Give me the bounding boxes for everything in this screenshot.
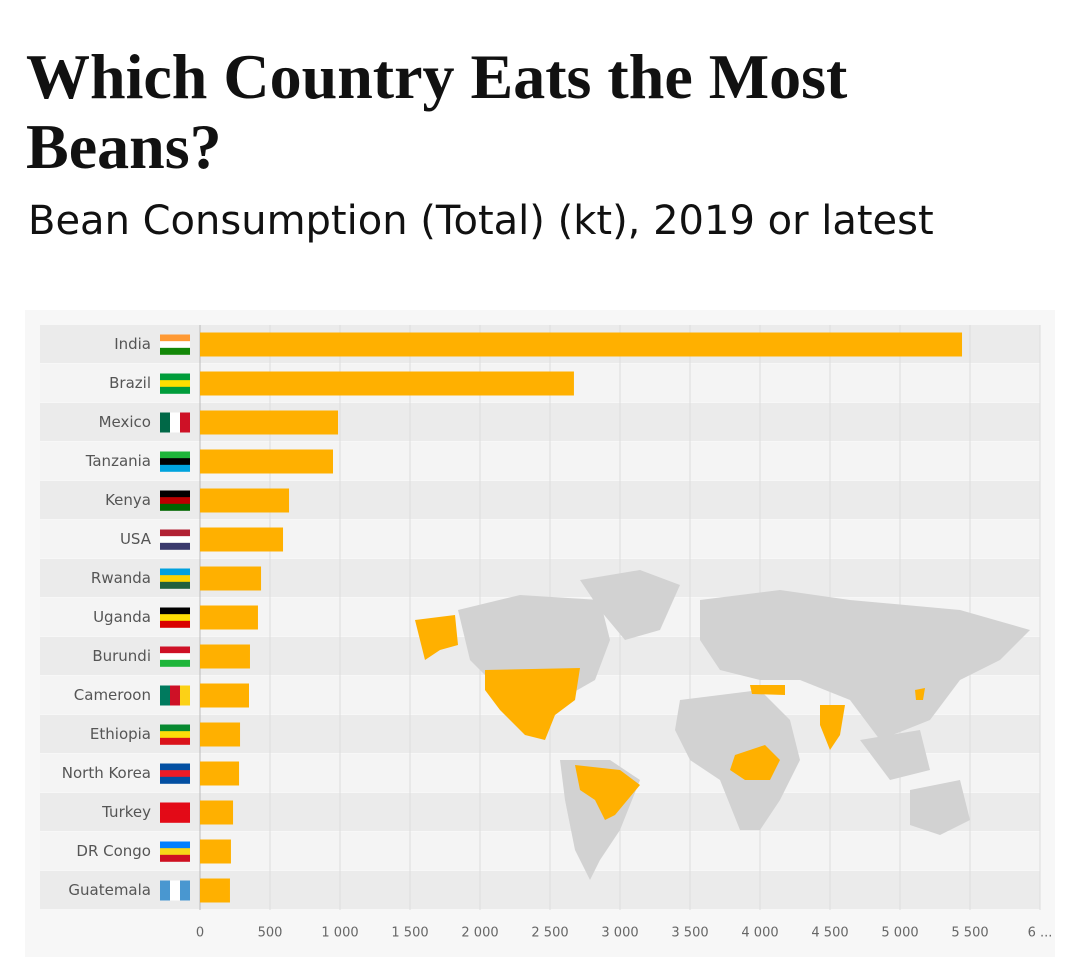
y-tick-label: USA	[120, 530, 152, 548]
flag-part	[160, 542, 190, 550]
flag-part	[160, 737, 190, 745]
bars	[200, 332, 963, 903]
flag-part	[160, 770, 190, 778]
x-tick-label: 2 000	[461, 926, 498, 941]
y-tick-label: DR Congo	[76, 842, 151, 860]
x-tick-label: 5 000	[881, 926, 918, 941]
flag-part	[160, 841, 190, 849]
flag-part	[160, 646, 190, 654]
flag-part	[170, 412, 180, 433]
flag-part	[160, 412, 170, 433]
flag-part	[160, 347, 190, 355]
x-tick-label: 500	[258, 926, 283, 941]
flag-part	[160, 334, 190, 342]
flag-part	[160, 620, 190, 628]
flag-part	[160, 731, 190, 739]
bar	[200, 878, 230, 903]
bar	[200, 449, 333, 474]
flag-part	[160, 497, 190, 505]
flag-part	[160, 575, 190, 583]
grid	[199, 325, 1041, 910]
flag-part	[160, 776, 190, 784]
flag-part	[180, 685, 190, 706]
flag-part	[160, 685, 170, 706]
bar	[200, 683, 249, 708]
bar	[200, 527, 284, 552]
flag-part	[160, 848, 190, 856]
flag-part	[160, 341, 190, 349]
y-tick-label: Mexico	[99, 413, 151, 431]
x-tick-label: 4 500	[811, 926, 848, 941]
flag-part	[160, 607, 190, 615]
flag-part	[180, 412, 190, 433]
y-tick-label: Cameroon	[74, 686, 151, 704]
bar	[200, 566, 262, 591]
bar	[200, 800, 234, 825]
bar	[200, 410, 339, 435]
bar	[200, 644, 250, 669]
flag-part	[160, 568, 190, 576]
flag-part	[160, 451, 190, 459]
flag-part	[160, 815, 190, 823]
flag-part	[160, 386, 190, 394]
y-tick-label: North Korea	[62, 764, 151, 782]
y-tick-label: Brazil	[109, 374, 151, 392]
flag-part	[160, 581, 190, 589]
y-tick-label: Rwanda	[91, 569, 151, 587]
x-tick-label: 1 000	[321, 926, 358, 941]
flag-part	[170, 880, 180, 901]
y-tick-label: Tanzania	[85, 452, 151, 470]
x-tick-label: 0	[196, 926, 204, 941]
flag-part	[180, 880, 190, 901]
flag-part	[160, 809, 190, 817]
flag-part	[160, 373, 190, 381]
bar	[200, 839, 231, 864]
x-tick-label: 2 500	[531, 926, 568, 941]
bar	[200, 332, 963, 357]
flag-part	[160, 659, 190, 667]
chart-subtitle: Bean Consumption (Total) (kt), 2019 or l…	[28, 198, 934, 244]
y-tick-label: India	[114, 335, 151, 353]
flag-part	[160, 458, 190, 466]
x-tick-label: 1 500	[391, 926, 428, 941]
flag-part	[160, 653, 190, 661]
y-tick-label: Guatemala	[68, 881, 151, 899]
flag-part	[160, 724, 190, 732]
x-tick-label: 3 000	[601, 926, 638, 941]
bar	[200, 488, 290, 513]
y-tick-label: Uganda	[93, 608, 151, 626]
flag-part	[160, 529, 190, 537]
flag-part	[160, 380, 190, 388]
map-highlights	[415, 615, 925, 820]
y-tick-label: Kenya	[105, 491, 151, 509]
x-tick-label: 4 000	[741, 926, 778, 941]
flag-part	[160, 464, 190, 472]
flag-part	[160, 536, 190, 544]
chart-title: Which Country Eats the Most Beans?	[26, 41, 848, 182]
x-tick-label: 6 ...	[1028, 926, 1053, 941]
bar	[200, 722, 241, 747]
flag-part	[160, 763, 190, 771]
x-tick-label: 3 500	[671, 926, 708, 941]
flag-part	[160, 854, 190, 862]
flag-part	[160, 503, 190, 511]
flag-part	[160, 614, 190, 622]
bar	[200, 761, 240, 786]
x-tick-label: 5 500	[951, 926, 988, 941]
flag-part	[160, 880, 170, 901]
bar	[200, 605, 258, 630]
flag-part	[160, 490, 190, 498]
y-tick-label: Turkey	[101, 803, 151, 821]
y-tick-label: Ethiopia	[90, 725, 151, 743]
flag-part	[170, 685, 180, 706]
y-tick-label: Burundi	[92, 647, 151, 665]
flag-part	[160, 802, 190, 810]
bar	[200, 371, 574, 396]
